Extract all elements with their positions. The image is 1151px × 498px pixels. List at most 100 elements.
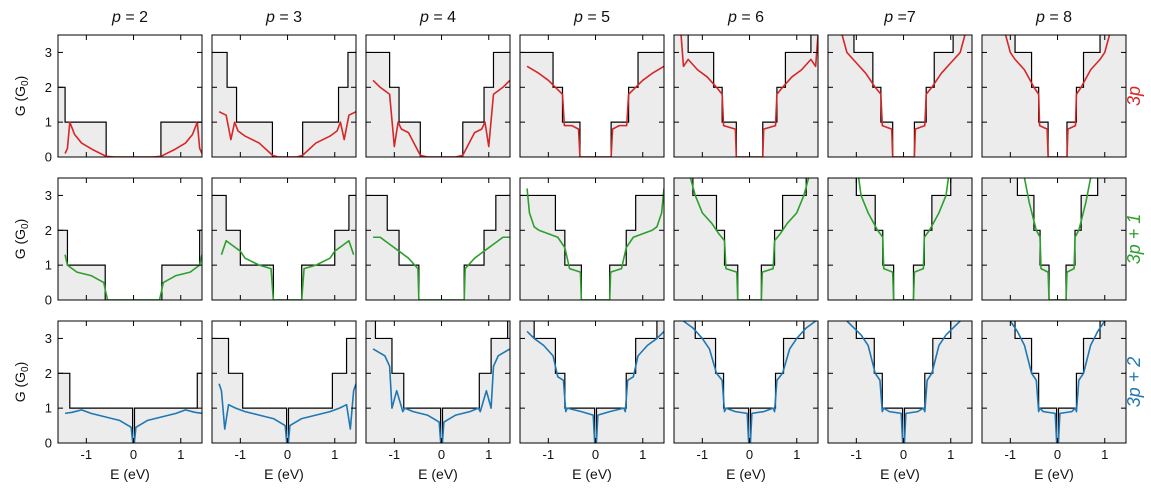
conductance-curve <box>689 178 810 300</box>
step-line <box>1014 35 1101 157</box>
conductance-curve <box>64 121 202 157</box>
panel-r3-c1: -1 0 1 0 1 2 3 E (eV) <box>45 320 203 482</box>
panel-r3-c6: -1 0 1 E (eV) <box>827 320 973 482</box>
step-line <box>212 337 356 443</box>
panel-r3-c5: -1 0 1 E (eV) <box>673 320 819 482</box>
panel-frame <box>673 34 819 158</box>
y-tick-label: 3 <box>45 45 52 60</box>
step-fill <box>58 230 202 300</box>
step-line <box>58 372 202 443</box>
step-fill <box>828 321 972 443</box>
step-fill <box>58 87 202 157</box>
step-fill <box>212 338 356 443</box>
panel-frame <box>981 320 1127 444</box>
y-tick-label: 0 <box>45 293 52 308</box>
panel-r3-c4: -1 0 1 E (eV) <box>519 320 665 482</box>
conductance-curve <box>372 348 510 443</box>
conductance-curve <box>526 188 664 300</box>
step-line <box>58 86 202 157</box>
panel-frame <box>673 320 819 444</box>
step-line <box>687 35 812 157</box>
step-line <box>533 321 658 443</box>
step-line <box>855 321 952 443</box>
column-title-2: p = 3 <box>265 9 302 26</box>
panel-frame <box>827 34 973 158</box>
y-tick-label: 2 <box>45 366 52 381</box>
conductance-curve <box>1009 321 1106 443</box>
panel-frame <box>981 34 1127 158</box>
x-tick-label: -1 <box>81 447 93 462</box>
y-tick-label: 2 <box>45 223 52 238</box>
column-title-3: p = 4 <box>419 9 456 26</box>
x-axis-label: E (eV) <box>1034 466 1074 482</box>
panel-r1-c3 <box>365 34 511 158</box>
x-tick-label: 1 <box>639 447 646 462</box>
step-line <box>853 35 954 157</box>
step-fill <box>212 195 356 300</box>
conductance-curve <box>857 178 950 300</box>
x-tick-label: -1 <box>235 447 247 462</box>
step-line <box>366 194 510 300</box>
x-tick-label: 0 <box>1054 447 1061 462</box>
x-tick-label: 1 <box>331 447 338 462</box>
conductance-curve <box>680 35 818 157</box>
y-tick-label: 2 <box>45 80 52 95</box>
step-line <box>58 229 202 300</box>
y-tick-label: 1 <box>45 401 52 416</box>
step-line <box>212 51 356 157</box>
panel-r2-c2 <box>211 177 357 301</box>
step-fill <box>212 52 356 157</box>
y-axis-label: G (G0) <box>12 362 31 403</box>
panel-frame <box>519 320 665 444</box>
panel-frame <box>365 34 511 158</box>
step-line <box>366 51 510 157</box>
step-fill <box>982 178 1126 300</box>
panel-frame <box>827 320 973 444</box>
y-tick-label: 3 <box>45 188 52 203</box>
panel-r1-c1: 0 1 2 3 <box>45 34 203 165</box>
x-tick-label: 0 <box>130 447 137 462</box>
panel-frame <box>519 177 665 301</box>
panel-r2-c6 <box>827 177 973 301</box>
panel-r1-c7 <box>981 34 1127 158</box>
step-line <box>1014 321 1101 443</box>
step-fill <box>366 321 510 443</box>
panel-r2-c7 <box>981 177 1127 301</box>
column-title-1: p = 2 <box>111 9 148 26</box>
panel-r2-c1: 0 1 2 3 <box>45 177 203 308</box>
step-fill <box>366 52 510 157</box>
step-line <box>1016 178 1099 300</box>
conductance-curve <box>841 35 966 157</box>
step-line <box>855 178 952 300</box>
x-tick-label: -1 <box>851 447 863 462</box>
conductance-curve <box>1004 35 1111 157</box>
column-title-4: p = 5 <box>573 9 610 26</box>
y-tick-label: 0 <box>45 436 52 451</box>
panel-frame <box>827 177 973 301</box>
conductance-curve <box>846 321 961 443</box>
step-fill <box>366 195 510 300</box>
panel-frame <box>365 320 511 444</box>
y-tick-label: 3 <box>45 331 52 346</box>
y-axis-label: G (G0) <box>12 76 31 117</box>
step-fill <box>828 35 972 157</box>
x-tick-label: 1 <box>177 447 184 462</box>
panel-r3-c7: -1 0 1 E (eV) <box>981 320 1127 482</box>
conductance-curve <box>526 330 664 443</box>
x-axis-label: E (eV) <box>110 466 150 482</box>
panel-r2-c3 <box>365 177 511 301</box>
x-tick-label: 1 <box>1101 447 1108 462</box>
panel-r1-c2 <box>211 34 357 158</box>
conductance-curve <box>218 110 356 157</box>
y-axis-label: G (G0) <box>12 219 31 260</box>
row-label-3: 3p + 2 <box>1124 357 1144 408</box>
x-tick-label: 1 <box>793 447 800 462</box>
x-axis-label: E (eV) <box>264 466 304 482</box>
x-tick-label: 0 <box>746 447 753 462</box>
conductance-curve <box>373 236 510 300</box>
panel-frame <box>673 177 819 301</box>
y-tick-label: 1 <box>45 258 52 273</box>
panel-r2-c4 <box>519 177 665 301</box>
x-tick-label: 0 <box>592 447 599 462</box>
